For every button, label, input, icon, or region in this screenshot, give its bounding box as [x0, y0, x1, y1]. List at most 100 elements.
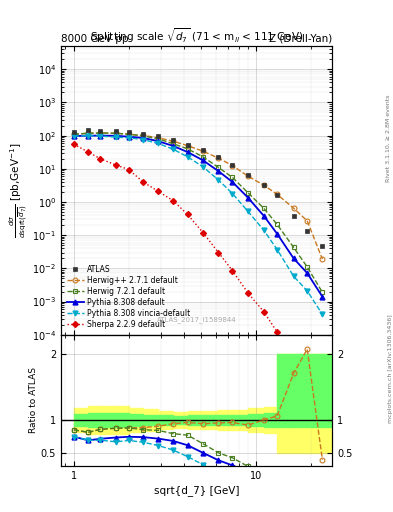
- Line: Herwig++ 2.7.1 default: Herwig++ 2.7.1 default: [72, 131, 325, 262]
- Sherpa 2.2.9 default: [114, 162, 118, 168]
- Pythia 8.308 default: [98, 133, 103, 139]
- Herwig++ 2.7.1 default: [275, 191, 279, 198]
- Sherpa 2.2.9 default: [86, 149, 91, 155]
- Herwig++ 2.7.1 default: [72, 131, 76, 137]
- ATLAS: [72, 129, 76, 135]
- ATLAS: [114, 128, 118, 134]
- Pythia 8.308 vincia-default: [127, 135, 131, 141]
- ATLAS: [86, 127, 91, 133]
- Sherpa 2.2.9 default: [98, 156, 103, 162]
- Text: Rivet 3.1.10, ≥ 2.8M events: Rivet 3.1.10, ≥ 2.8M events: [386, 95, 391, 182]
- Pythia 8.308 default: [305, 270, 310, 276]
- Pythia 8.308 default: [127, 134, 131, 140]
- Legend: ATLAS, Herwig++ 2.7.1 default, Herwig 7.2.1 default, Pythia 8.308 default, Pythi: ATLAS, Herwig++ 2.7.1 default, Herwig 7.…: [65, 263, 193, 331]
- Line: Herwig 7.2.1 default: Herwig 7.2.1 default: [72, 131, 325, 295]
- Herwig++ 2.7.1 default: [171, 138, 175, 144]
- Herwig 7.2.1 default: [114, 130, 118, 136]
- Sherpa 2.2.9 default: [185, 211, 190, 218]
- ATLAS: [275, 192, 279, 198]
- Pythia 8.308 default: [230, 179, 235, 185]
- ATLAS: [185, 142, 190, 148]
- Herwig++ 2.7.1 default: [141, 132, 145, 138]
- Herwig 7.2.1 default: [171, 141, 175, 147]
- Pythia 8.308 vincia-default: [291, 273, 296, 279]
- Herwig++ 2.7.1 default: [320, 256, 325, 262]
- Pythia 8.308 default: [72, 133, 76, 139]
- Pythia 8.308 default: [156, 138, 161, 144]
- ATLAS: [320, 243, 325, 249]
- Herwig++ 2.7.1 default: [305, 218, 310, 224]
- ATLAS: [127, 130, 131, 136]
- Herwig++ 2.7.1 default: [291, 205, 296, 211]
- ATLAS: [156, 133, 161, 139]
- Sherpa 2.2.9 default: [275, 329, 279, 335]
- Pythia 8.308 default: [200, 157, 205, 163]
- Herwig 7.2.1 default: [275, 221, 279, 227]
- Pythia 8.308 vincia-default: [275, 246, 279, 252]
- ATLAS: [216, 155, 221, 161]
- Sherpa 2.2.9 default: [200, 229, 205, 236]
- Pythia 8.308 default: [320, 293, 325, 300]
- Pythia 8.308 default: [185, 149, 190, 155]
- Pythia 8.308 vincia-default: [305, 288, 310, 294]
- Pythia 8.308 default: [114, 133, 118, 139]
- Sherpa 2.2.9 default: [156, 188, 161, 195]
- Herwig 7.2.1 default: [305, 264, 310, 270]
- Herwig 7.2.1 default: [86, 130, 91, 136]
- Herwig 7.2.1 default: [98, 130, 103, 136]
- Pythia 8.308 default: [261, 213, 266, 219]
- Pythia 8.308 vincia-default: [86, 133, 91, 139]
- Herwig++ 2.7.1 default: [200, 148, 205, 154]
- Herwig 7.2.1 default: [261, 205, 266, 211]
- Herwig++ 2.7.1 default: [230, 162, 235, 168]
- Pythia 8.308 default: [171, 143, 175, 149]
- Pythia 8.308 vincia-default: [114, 134, 118, 140]
- Herwig++ 2.7.1 default: [261, 182, 266, 188]
- Herwig 7.2.1 default: [291, 244, 296, 250]
- Sherpa 2.2.9 default: [127, 166, 131, 173]
- Pythia 8.308 default: [216, 168, 221, 174]
- Sherpa 2.2.9 default: [305, 370, 310, 376]
- Sherpa 2.2.9 default: [230, 268, 235, 274]
- ATLAS: [200, 147, 205, 154]
- Pythia 8.308 default: [86, 133, 91, 139]
- ATLAS: [246, 172, 250, 178]
- Pythia 8.308 vincia-default: [230, 190, 235, 197]
- Herwig++ 2.7.1 default: [216, 155, 221, 161]
- Herwig++ 2.7.1 default: [246, 173, 250, 179]
- Herwig 7.2.1 default: [156, 136, 161, 142]
- Title: Splitting scale $\sqrt{d_7}$ (71 < m$_{ll}$ < 111 GeV): Splitting scale $\sqrt{d_7}$ (71 < m$_{l…: [90, 26, 303, 45]
- Pythia 8.308 vincia-default: [156, 140, 161, 146]
- Text: mcplots.cern.ch [arXiv:1306.3436]: mcplots.cern.ch [arXiv:1306.3436]: [387, 314, 393, 423]
- Pythia 8.308 vincia-default: [98, 133, 103, 139]
- Herwig++ 2.7.1 default: [114, 130, 118, 136]
- Herwig 7.2.1 default: [230, 175, 235, 181]
- Line: Pythia 8.308 vincia-default: Pythia 8.308 vincia-default: [72, 133, 325, 317]
- Herwig 7.2.1 default: [141, 133, 145, 139]
- Pythia 8.308 vincia-default: [185, 154, 190, 160]
- Sherpa 2.2.9 default: [261, 309, 266, 315]
- Herwig++ 2.7.1 default: [156, 135, 161, 141]
- Herwig 7.2.1 default: [185, 146, 190, 152]
- Pythia 8.308 vincia-default: [320, 311, 325, 317]
- X-axis label: sqrt{d_7} [GeV]: sqrt{d_7} [GeV]: [154, 485, 239, 496]
- Sherpa 2.2.9 default: [171, 198, 175, 204]
- Pythia 8.308 default: [275, 231, 279, 237]
- Pythia 8.308 default: [246, 195, 250, 201]
- Pythia 8.308 vincia-default: [141, 137, 145, 143]
- Herwig++ 2.7.1 default: [86, 130, 91, 136]
- Line: ATLAS: ATLAS: [72, 128, 325, 248]
- Herwig 7.2.1 default: [216, 164, 221, 170]
- Herwig++ 2.7.1 default: [98, 130, 103, 136]
- Sherpa 2.2.9 default: [216, 249, 221, 255]
- ATLAS: [261, 182, 266, 188]
- Pythia 8.308 vincia-default: [171, 146, 175, 152]
- Herwig 7.2.1 default: [72, 131, 76, 137]
- Sherpa 2.2.9 default: [320, 390, 325, 396]
- Pythia 8.308 vincia-default: [72, 133, 76, 139]
- Pythia 8.308 vincia-default: [200, 164, 205, 170]
- Sherpa 2.2.9 default: [246, 290, 250, 296]
- ATLAS: [98, 127, 103, 134]
- Herwig++ 2.7.1 default: [185, 142, 190, 148]
- Pythia 8.308 vincia-default: [216, 177, 221, 183]
